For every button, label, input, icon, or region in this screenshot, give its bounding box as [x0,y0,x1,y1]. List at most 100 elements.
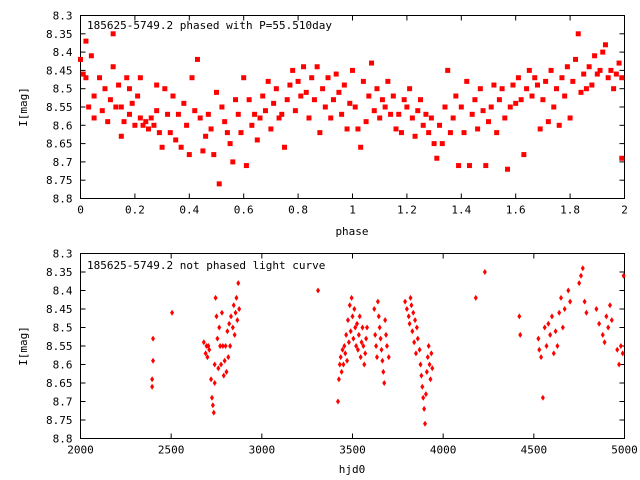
data-point [151,122,157,128]
data-point [212,361,217,368]
data-point [573,56,579,62]
data-point [361,343,366,349]
data-point [483,163,489,169]
data-point [606,324,611,331]
data-point [342,343,347,349]
data-point [488,104,494,110]
y-tick-label: 8.75 [46,414,73,427]
data-point [347,302,352,309]
data-point [355,346,360,353]
data-point [589,82,595,88]
data-point [316,287,321,294]
data-point [415,108,421,114]
y-tick-label: 8.65 [46,377,73,390]
data-point [91,115,97,121]
data-point [205,354,210,361]
data-point [330,97,336,103]
data-point [338,354,343,361]
phased-data-points [78,31,625,187]
unphased-plot-title: 185625-5749.2 not phased light curve [87,259,325,272]
data-point [254,137,260,143]
y-tick-label: 8.45 [46,303,73,316]
data-point [184,122,190,128]
data-point [542,324,547,331]
data-point [235,111,241,117]
data-point [217,324,222,331]
data-point [412,133,418,139]
data-point [420,122,426,128]
y-tick-label: 8.5 [53,322,73,335]
x-tick-label: 0 [77,204,84,217]
data-point [243,163,249,169]
data-point [582,298,587,305]
data-point [201,339,206,346]
data-point [265,78,271,84]
data-point [355,320,360,327]
data-point [314,64,320,70]
data-point [227,320,232,327]
data-point [396,111,402,117]
data-point [189,75,195,81]
data-point [404,104,410,110]
data-point [369,60,375,66]
data-point [423,420,428,427]
data-point [408,294,413,301]
data-point [344,331,349,338]
data-point [556,122,562,128]
data-point [386,354,391,361]
data-point [88,53,94,59]
data-point [236,280,241,287]
data-point [322,104,328,110]
data-point [276,115,282,121]
phased-axis-ticks: 0 0.2 0.4 0.6 0.8 1 1.2 1.4 1.6 1.8 2 8.3 8.35 8.4 8.4… [46,10,628,217]
data-point [415,335,420,342]
data-point [209,376,214,383]
data-point [418,97,423,103]
data-point [437,122,443,128]
data-point [356,331,361,338]
data-point [570,78,576,84]
y-tick-label: 8.4 [53,46,73,59]
data-point [170,309,175,316]
data-point [339,368,344,375]
data-point [417,346,422,353]
data-point [209,394,214,401]
data-point [178,144,184,150]
data-point [376,313,381,320]
data-point [317,130,323,136]
data-point [346,339,351,346]
data-point [621,272,626,279]
data-point [140,122,146,128]
data-point [105,119,111,125]
data-point [170,93,176,99]
data-point [252,111,258,117]
data-point [393,126,399,132]
data-point [336,89,342,95]
data-point [230,324,235,331]
data-point [311,97,317,103]
data-point [613,71,619,77]
data-point [564,64,570,70]
y-tick-label: 8.55 [46,340,73,353]
data-point [404,306,409,312]
data-point [211,152,217,158]
data-point [577,280,582,287]
data-point [222,119,228,125]
data-point [566,287,571,294]
data-point [586,64,592,70]
data-point [80,71,86,77]
data-point [608,67,614,73]
data-point [548,331,553,338]
data-point [380,357,385,364]
data-point [301,64,307,70]
data-point [78,56,83,62]
data-point [434,155,440,161]
data-point [409,115,415,121]
data-point [83,38,89,44]
data-point [116,82,122,88]
data-point [466,163,472,169]
data-point [382,104,388,110]
data-point [113,104,119,110]
data-point [458,104,464,110]
data-point [425,354,430,361]
